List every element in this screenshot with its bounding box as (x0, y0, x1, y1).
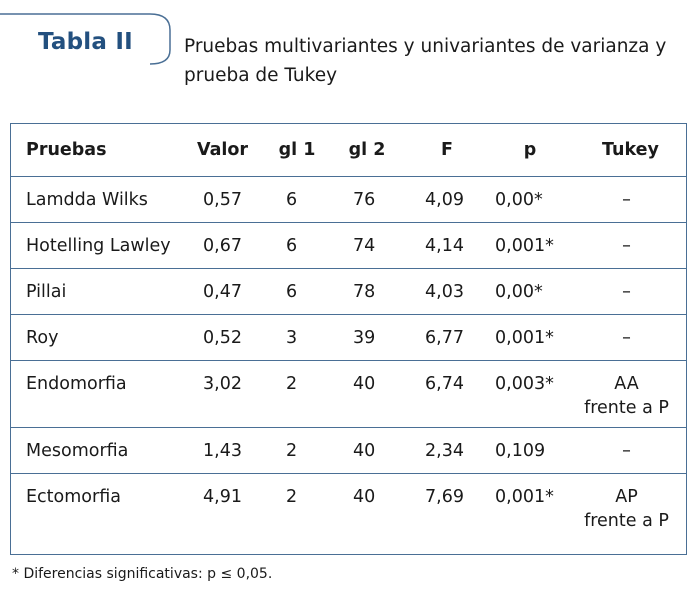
data-table: Pruebas Valor gl 1 gl 2 F p Tukey Lamdda… (11, 124, 686, 545)
cell-gl1: 6 (269, 222, 325, 269)
cell-tukey-line: – (622, 328, 631, 348)
cell-prueba: Hotelling Lawley (11, 222, 181, 269)
cell-tukey-line: – (622, 236, 631, 256)
cell-prueba: Lamdda Wilks (11, 176, 181, 223)
cell-tukey-line: – (622, 190, 631, 210)
cell-p: 0,001* (495, 487, 554, 507)
table-caption: Pruebas multivariantes y univariantes de… (184, 36, 667, 86)
column-header-pruebas: Pruebas (11, 124, 181, 177)
column-header-gl2: gl 2 (325, 124, 409, 177)
cell-prueba: Roy (11, 314, 181, 361)
cell-prueba: Pillai (11, 268, 181, 315)
cell-gl2: 76 (325, 176, 409, 223)
cell-f: 7,69 (425, 487, 464, 507)
cell-f: 4,09 (409, 176, 485, 223)
cell-p: 0,00* (485, 176, 575, 223)
cell-tukey: AA frente a P (575, 360, 686, 428)
cell-f: 2,34 (409, 427, 485, 474)
cell-gl1: 2 (286, 487, 298, 507)
cell-tukey: – (575, 222, 686, 269)
cell-gl2: 74 (325, 222, 409, 269)
cell-tukey: – (575, 427, 686, 474)
table-number: Tabla II (38, 29, 133, 55)
column-header-tukey: Tukey (575, 124, 686, 177)
table-row: Hotelling Lawley 0,67 6 74 4,14 0,001* – (11, 222, 686, 269)
cell-gl2: 40 (325, 360, 409, 428)
cell-tukey-line: – (622, 282, 631, 302)
cell-gl2: 78 (325, 268, 409, 315)
cell-f: 4,14 (409, 222, 485, 269)
cell-tukey-line: frente a P (584, 398, 669, 418)
cell-valor: 0,52 (181, 314, 269, 361)
column-header-gl1: gl 1 (269, 124, 325, 177)
cell-tukey: – (575, 314, 686, 361)
cell-gl1: 6 (269, 268, 325, 315)
cell-tukey: – (575, 176, 686, 223)
cell-prueba: Endomorfia (11, 360, 181, 428)
cell-valor: 0,47 (181, 268, 269, 315)
cell-prueba: Mesomorfia (11, 427, 181, 474)
cell-tukey: AP frente a P (575, 474, 686, 545)
data-table-frame: Pruebas Valor gl 1 gl 2 F p Tukey Lamdda… (10, 123, 687, 555)
cell-gl2: 39 (325, 314, 409, 361)
column-header-valor: Valor (181, 124, 269, 177)
table-row: Ectomorfia 4,91 2 40 7,69 0,001* AP fren… (11, 474, 686, 545)
table-row: Endomorfia 3,02 2 40 6,74 0,003* AA fren… (11, 360, 686, 428)
table-row: Roy 0,52 3 39 6,77 0,001* – (11, 314, 686, 361)
cell-gl1: 2 (269, 360, 325, 428)
tab-divider-curve (0, 13, 171, 65)
cell-f: 6,74 (409, 360, 485, 428)
table-row: Pillai 0,47 6 78 4,03 0,00* – (11, 268, 686, 315)
table-header: Tabla II Pruebas multivariantes y univar… (0, 0, 700, 100)
column-header-f: F (409, 124, 485, 177)
cell-gl1: 2 (269, 427, 325, 474)
cell-gl1: 3 (269, 314, 325, 361)
cell-f: 6,77 (409, 314, 485, 361)
cell-p: 0,001* (485, 314, 575, 361)
cell-f: 4,03 (409, 268, 485, 315)
table-footnote: * Diferencias significativas: p ≤ 0,05. (12, 566, 273, 582)
cell-gl1: 6 (269, 176, 325, 223)
table-row: Mesomorfia 1,43 2 40 2,34 0,109 – (11, 427, 686, 474)
cell-valor: 1,43 (181, 427, 269, 474)
table-row: Lamdda Wilks 0,57 6 76 4,09 0,00* – (11, 176, 686, 223)
cell-tukey-line: – (622, 441, 631, 461)
cell-gl2: 40 (353, 487, 376, 507)
cell-valor: 0,67 (181, 222, 269, 269)
cell-p: 0,001* (485, 222, 575, 269)
cell-p: 0,109 (485, 427, 575, 474)
table-header-row: Pruebas Valor gl 1 gl 2 F p Tukey (11, 124, 686, 177)
cell-tukey: – (575, 268, 686, 315)
column-header-p: p (485, 124, 575, 177)
cell-gl2: 40 (325, 427, 409, 474)
cell-tukey-line: frente a P (584, 511, 669, 531)
cell-prueba: Ectomorfia (26, 487, 121, 507)
cell-valor: 4,91 (203, 487, 242, 507)
cell-p: 0,00* (485, 268, 575, 315)
cell-p: 0,003* (485, 360, 575, 428)
cell-tukey-line: AA (614, 374, 639, 394)
cell-valor: 0,57 (181, 176, 269, 223)
cell-valor: 3,02 (181, 360, 269, 428)
cell-tukey-line: AP (615, 487, 638, 507)
